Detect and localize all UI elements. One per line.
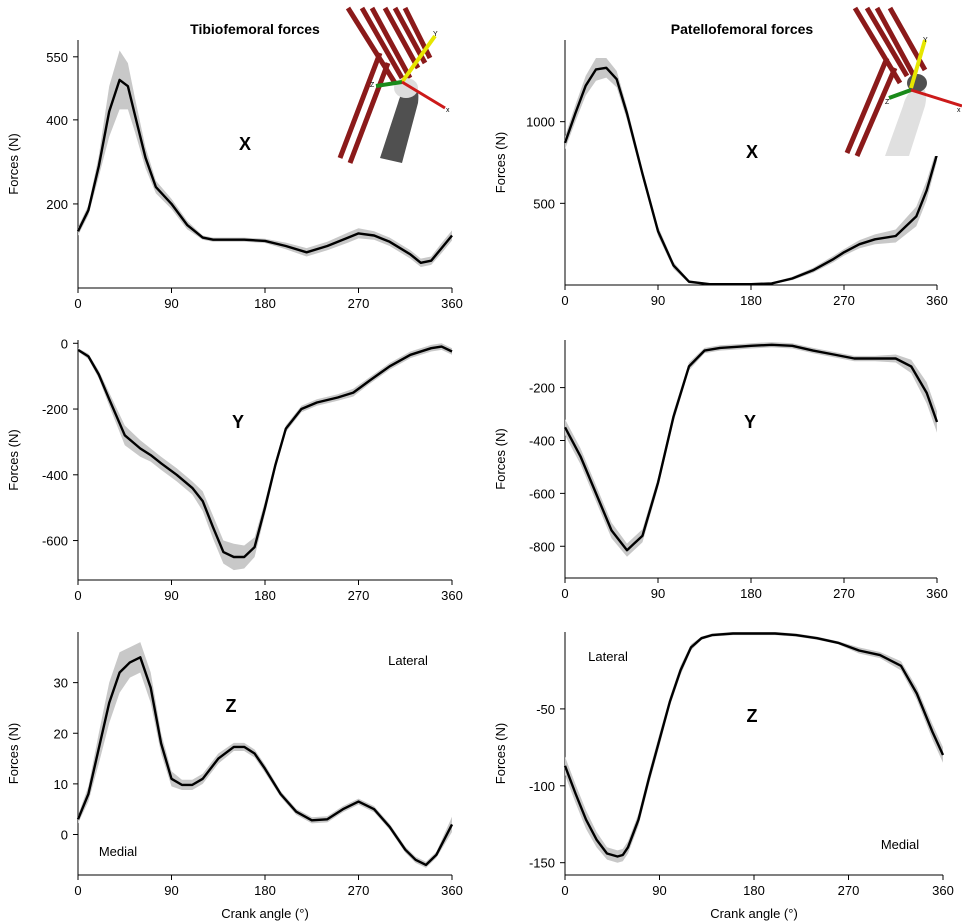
chart3-ytick-label-0: -200 <box>529 381 555 396</box>
knee-model-illustration-right: Y Z x <box>844 6 962 157</box>
chart1-series-0-line <box>563 66 939 286</box>
chart3-series-0-line <box>563 343 939 552</box>
panel-tibiofemoral-x: 0 90 180 270 360 200 400 550 Forces (N) X <box>6 40 463 311</box>
chart2-xtick-label-4: 360 <box>441 588 463 603</box>
chart1-ytick-label-1: 1000 <box>526 115 555 130</box>
chart5-panel-letter: Z <box>747 706 758 726</box>
chart2-ylabel: Forces (N) <box>6 429 21 490</box>
chart0-xtick-label-4: 360 <box>441 296 463 311</box>
chart0-xtick-label-1: 90 <box>164 296 178 311</box>
chart4-series-0-band <box>78 642 452 868</box>
chart5-xtick-label-3: 270 <box>838 883 860 898</box>
chart0-xtick-label-2: 180 <box>254 296 276 311</box>
chart4-ytick-label-1: 10 <box>54 777 68 792</box>
chart1-xtick-label-3: 270 <box>833 293 855 308</box>
chart2-ytick-label-3: -600 <box>42 534 68 549</box>
chart0-ytick-label-1: 400 <box>46 113 68 128</box>
chart5-xtick-label-1: 90 <box>652 883 666 898</box>
chart4-xtick-label-2: 180 <box>254 883 276 898</box>
chart5-annotation-1: Medial <box>881 837 919 852</box>
chart4-ytick-label-3: 30 <box>54 676 68 691</box>
chart3-xtick-label-4: 360 <box>926 586 948 601</box>
chart0-panel-letter: X <box>239 134 251 154</box>
chart2-series-0-line <box>77 345 453 559</box>
chart5-xtick-label-4: 360 <box>932 883 954 898</box>
chart1-xtick-label-1: 90 <box>651 293 665 308</box>
chart5-ytick-label-2: -150 <box>529 856 555 871</box>
axis-label-z-left: Z <box>370 82 375 89</box>
chart5-xlabel: Crank angle (°) <box>710 906 798 921</box>
chart5-series-0-band <box>565 632 943 863</box>
chart5-series-0-line <box>563 632 945 858</box>
chart3-xtick-label-0: 0 <box>561 586 568 601</box>
chart4-xlabel: Crank angle (°) <box>221 906 309 921</box>
axis-label-x-right: x <box>957 107 961 114</box>
chart5-xtick-label-2: 180 <box>743 883 765 898</box>
right-column-title: Patellofemoral forces <box>671 21 814 37</box>
panel-patellofemoral-y: 0 90 180 270 360 -200 -400 -600 -800 Forces (N) Y <box>493 340 948 601</box>
chart3-ytick-label-2: -600 <box>529 486 555 501</box>
chart5-ytick-label-0: -50 <box>536 702 555 717</box>
axis-label-x-left: x <box>446 107 450 114</box>
chart2-ytick-label-0: 0 <box>61 336 68 351</box>
chart1-xtick-label-0: 0 <box>561 293 568 308</box>
knee-model-illustration-left: Y Z x <box>337 6 450 164</box>
chart0-series-0-line <box>76 78 453 264</box>
chart1-ytick-label-0: 500 <box>533 196 555 211</box>
chart3-ylabel: Forces (N) <box>493 428 508 489</box>
chart3-ytick-label-1: -400 <box>529 433 555 448</box>
chart2-xtick-label-0: 0 <box>74 588 81 603</box>
axis-label-y-right: Y <box>923 37 928 44</box>
chart4-xtick-label-3: 270 <box>348 883 370 898</box>
chart3-xtick-label-1: 90 <box>651 586 665 601</box>
chart3-ytick-label-3: -800 <box>529 539 555 554</box>
axis-label-y-left: Y <box>433 31 438 38</box>
chart1-xtick-label-2: 180 <box>740 293 762 308</box>
chart3-xtick-label-2: 180 <box>740 586 762 601</box>
chart5-ytick-label-1: -100 <box>529 779 555 794</box>
chart1-xtick-label-4: 360 <box>926 293 948 308</box>
axis-label-z-right: Z <box>885 99 890 106</box>
chart5-ylabel: Forces (N) <box>493 723 508 784</box>
chart5-xtick-label-0: 0 <box>561 883 568 898</box>
chart4-xtick-label-1: 90 <box>164 883 178 898</box>
chart2-ytick-label-1: -200 <box>42 402 68 417</box>
chart0-xtick-label-3: 270 <box>348 296 370 311</box>
chart2-ytick-label-2: -400 <box>42 468 68 483</box>
panel-patellofemoral-z: 0 90 180 270 360 -50 -100 -150 Forces (N) Crank a… <box>493 632 954 921</box>
chart0-ytick-label-2: 550 <box>46 50 68 65</box>
chart4-xtick-label-4: 360 <box>441 883 463 898</box>
chart2-xtick-label-1: 90 <box>164 588 178 603</box>
chart4-ytick-label-0: 0 <box>61 828 68 843</box>
chart4-ylabel: Forces (N) <box>6 723 21 784</box>
chart1-ylabel: Forces (N) <box>493 132 508 193</box>
chart5-annotation-0: Lateral <box>588 649 628 664</box>
chart0-ytick-label-0: 200 <box>46 197 68 212</box>
chart4-annotation-1: Medial <box>99 844 137 859</box>
chart4-annotation-0: Lateral <box>388 653 428 668</box>
chart4-series-0-line <box>76 656 454 867</box>
chart0-ylabel: Forces (N) <box>6 133 21 194</box>
chart3-series-0-band <box>565 342 937 557</box>
chart2-xtick-label-3: 270 <box>348 588 370 603</box>
chart3-xtick-label-3: 270 <box>833 586 855 601</box>
chart2-panel-letter: Y <box>232 412 244 432</box>
chart3-panel-letter: Y <box>744 412 756 432</box>
panel-tibiofemoral-y: 0 90 180 270 360 0 -200 -400 -600 Forces (N) Y <box>6 336 463 603</box>
panel-tibiofemoral-z: 0 90 180 270 360 0 10 20 30 Forces (N) Crank angle… <box>6 632 463 921</box>
left-column-title: Tibiofemoral forces <box>190 21 320 37</box>
chart4-xtick-label-0: 0 <box>74 883 81 898</box>
chart2-xtick-label-2: 180 <box>254 588 276 603</box>
chart4-ytick-label-2: 20 <box>54 726 68 741</box>
chart0-xtick-label-0: 0 <box>74 296 81 311</box>
chart1-panel-letter: X <box>746 142 758 162</box>
chart0-series-0-band <box>78 50 452 267</box>
chart4-panel-letter: Z <box>226 696 237 716</box>
chart2-series-0-band <box>78 343 452 571</box>
panel-patellofemoral-x: 0 90 180 270 360 500 1000 Forces (N) X <box>493 40 948 308</box>
